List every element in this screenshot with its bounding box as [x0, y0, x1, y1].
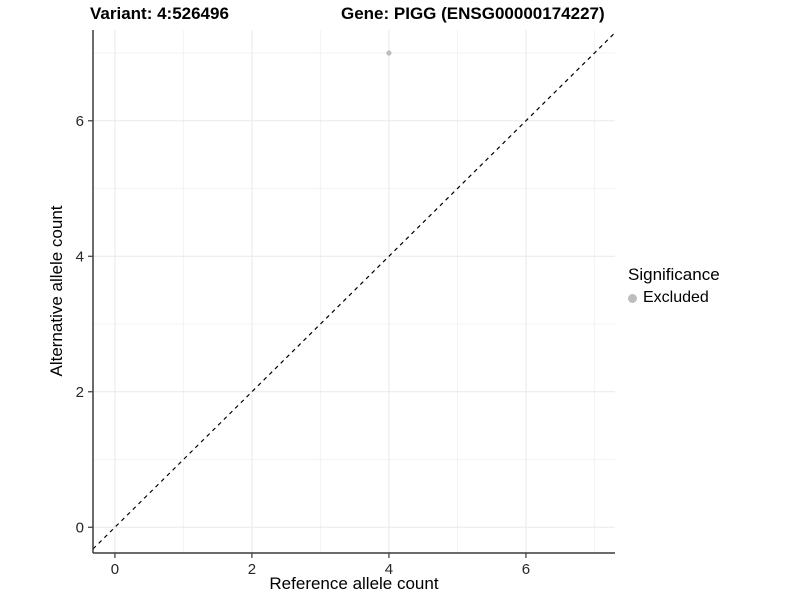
- x-axis-label: Reference allele count: [269, 574, 439, 593]
- svg-text:2: 2: [76, 384, 84, 401]
- svg-text:6: 6: [76, 113, 84, 130]
- plot-panel: 0 2 4 6 0 2 4 6: [76, 30, 616, 578]
- svg-text:4: 4: [385, 561, 393, 578]
- svg-text:4: 4: [76, 248, 84, 265]
- y-axis-label: Alternative allele count: [47, 205, 66, 377]
- svg-text:0: 0: [76, 519, 84, 536]
- svg-text:6: 6: [522, 561, 530, 578]
- legend-item-excluded: Excluded: [628, 289, 720, 307]
- plot-canvas: 0 2 4 6 0 2 4 6: [76, 30, 616, 578]
- svg-text:0: 0: [111, 561, 119, 578]
- legend-item-label: Excluded: [643, 289, 709, 306]
- legend: Significance Excluded: [628, 265, 720, 307]
- plot-title-gene: Gene: PIGG (ENSG00000174227): [341, 4, 605, 23]
- legend-title: Significance: [628, 265, 720, 284]
- plot-title-variant: Variant: 4:526496: [90, 4, 229, 23]
- legend-point-icon: [628, 293, 637, 303]
- svg-text:2: 2: [248, 561, 256, 578]
